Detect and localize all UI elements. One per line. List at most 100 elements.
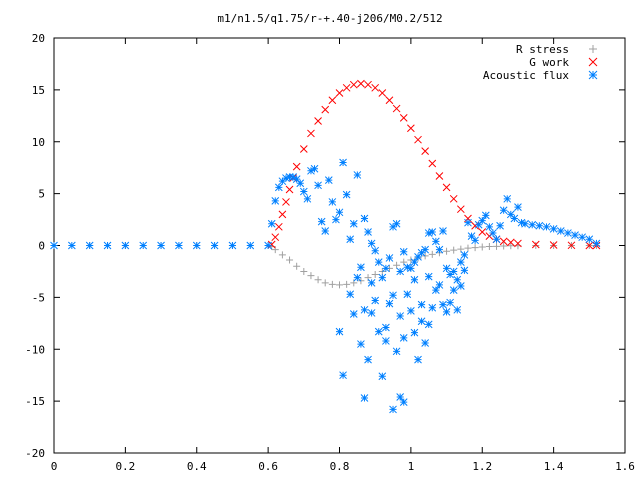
data-point <box>456 282 465 290</box>
data-point <box>407 124 415 133</box>
data-point <box>371 83 380 92</box>
data-point <box>50 241 58 250</box>
data-point <box>585 241 594 250</box>
data-point <box>303 194 312 203</box>
data-point <box>478 243 486 251</box>
data-point <box>335 327 344 336</box>
data-point <box>435 245 444 254</box>
data-point <box>335 208 344 217</box>
data-point <box>321 279 329 287</box>
data-point <box>335 89 344 97</box>
data-point <box>307 272 315 280</box>
data-point <box>378 372 387 381</box>
data-point <box>314 117 322 125</box>
data-point <box>492 235 501 244</box>
data-point <box>421 147 430 155</box>
data-point <box>517 218 526 227</box>
data-point <box>139 241 148 250</box>
data-point <box>403 290 412 299</box>
data-point <box>367 278 376 287</box>
data-point <box>371 246 380 255</box>
data-point <box>274 222 283 231</box>
y-tick-label: -10 <box>25 343 45 356</box>
data-point <box>382 323 390 332</box>
y-tick-label: -20 <box>25 447 45 460</box>
data-point <box>549 225 558 233</box>
data-point <box>336 281 343 289</box>
data-point <box>364 80 372 89</box>
data-point <box>278 210 287 219</box>
data-point <box>121 241 130 250</box>
data-point <box>289 173 297 181</box>
data-point <box>585 235 594 244</box>
data-point <box>499 237 508 246</box>
data-point <box>350 279 358 287</box>
data-point <box>85 241 94 250</box>
x-tick-label: 0.2 <box>115 460 135 473</box>
data-point <box>324 176 333 184</box>
data-point <box>378 273 387 282</box>
legend-label: R stress <box>516 43 569 56</box>
x-tick-label: 0.6 <box>258 460 278 473</box>
series-acoustic-flux <box>50 158 601 414</box>
data-point <box>528 220 537 229</box>
data-point <box>442 264 451 273</box>
data-point <box>392 219 401 228</box>
data-point <box>417 317 426 326</box>
data-point <box>392 104 401 113</box>
data-point <box>246 241 255 250</box>
data-point <box>449 267 458 276</box>
data-point <box>549 241 558 249</box>
data-point <box>428 159 437 168</box>
data-point <box>228 241 237 250</box>
data-point <box>485 222 494 231</box>
data-point <box>314 276 322 284</box>
data-point <box>496 221 504 230</box>
data-point <box>67 241 76 250</box>
data-point <box>460 250 469 259</box>
data-point <box>531 240 540 249</box>
data-point <box>299 187 308 196</box>
data-point <box>317 217 326 226</box>
y-tick-label: 0 <box>38 240 45 253</box>
data-point <box>321 105 330 114</box>
data-point <box>192 241 201 250</box>
data-point <box>392 347 401 356</box>
data-point <box>314 181 322 190</box>
data-point <box>367 309 376 317</box>
data-point <box>349 80 358 89</box>
data-point <box>514 239 522 248</box>
x-tick-label: 1.4 <box>544 460 564 473</box>
data-point <box>389 291 397 300</box>
data-point <box>456 258 465 266</box>
data-point <box>424 320 433 329</box>
data-point <box>567 241 576 250</box>
data-point <box>521 219 529 228</box>
data-point <box>414 135 422 144</box>
data-point <box>453 305 462 314</box>
x-tick-label: 0 <box>51 460 58 473</box>
data-point <box>428 303 437 312</box>
data-point <box>364 274 372 282</box>
x-tick-label: 0.4 <box>187 460 207 473</box>
data-point <box>385 254 394 262</box>
data-point <box>399 247 408 256</box>
data-point <box>421 339 430 347</box>
legend-label: G work <box>529 56 569 69</box>
data-point <box>349 219 358 228</box>
data-point <box>474 220 483 229</box>
data-point <box>299 145 308 153</box>
data-point <box>393 261 401 269</box>
data-point <box>428 228 437 236</box>
data-point <box>271 233 280 242</box>
data-point <box>371 271 379 279</box>
data-point <box>396 393 405 401</box>
data-point <box>432 286 440 294</box>
series-g-work <box>267 79 601 250</box>
data-point <box>410 328 419 337</box>
data-point <box>421 245 430 254</box>
data-point <box>443 247 451 255</box>
data-point <box>514 203 522 211</box>
data-point <box>278 251 286 259</box>
y-tick-label: 5 <box>38 188 45 201</box>
